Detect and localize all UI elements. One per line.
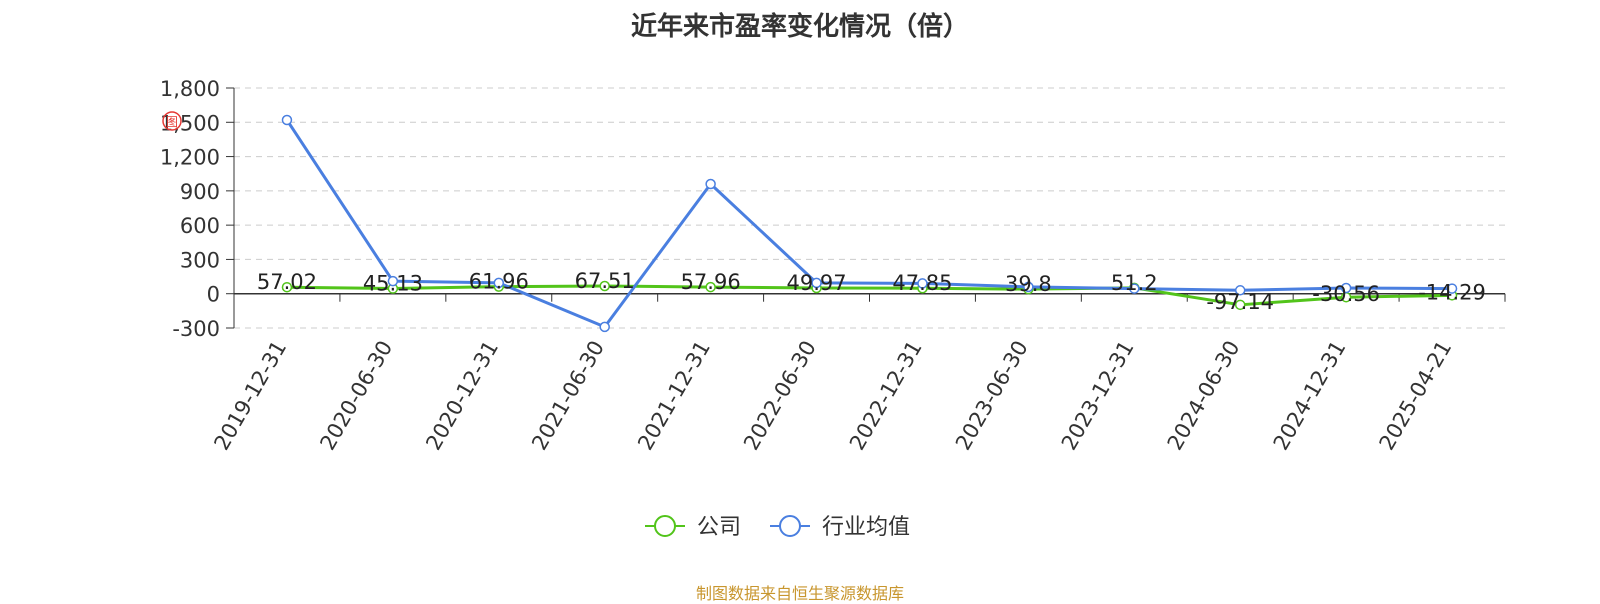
data-point: [281, 114, 293, 126]
y-tick-label: -300: [172, 317, 220, 341]
x-tick-label: 2024-12-31: [1269, 337, 1351, 455]
data-label: 67.51: [575, 269, 635, 293]
watermark-circle: [162, 111, 182, 131]
series: [281, 114, 1458, 333]
y-tick-label: 1,200: [160, 146, 220, 170]
data-point: [811, 277, 822, 289]
data-label: 57.96: [681, 270, 741, 294]
y-tick-label: 1,800: [160, 77, 220, 101]
legend-marker: [654, 515, 676, 537]
source-note: 制图数据来自恒生聚源数据库: [695, 584, 904, 603]
legend-item-industry: 行业均值: [770, 515, 910, 540]
y-tick-label: 900: [180, 180, 220, 204]
data-point: [599, 321, 610, 333]
data-label: 47.85: [892, 271, 952, 295]
data-point: [1446, 283, 1458, 294]
y-tick-label: 300: [180, 248, 220, 272]
data-point: [599, 280, 610, 292]
axes: -300 0 300 600 900 1,200 1,500 1,800 2019-12-31 2…: [160, 77, 1506, 455]
data-point: [1340, 282, 1352, 294]
data-label: -30.56: [1312, 282, 1380, 306]
legend-marker: [779, 515, 801, 537]
data-point: [1234, 285, 1246, 296]
watermark-seal: 图: [162, 111, 182, 131]
data-point: [281, 281, 293, 293]
data-label: 51.2: [1111, 271, 1158, 295]
data-point: [1234, 299, 1246, 311]
data-point: [1023, 281, 1034, 293]
x-tick-label: 2024-06-30: [1163, 337, 1245, 455]
x-tick-label: 2025-04-21: [1375, 337, 1457, 455]
y-tick-label: 0: [207, 283, 220, 307]
data-label: -97.14: [1206, 290, 1274, 314]
y-tick-label: 1,500: [160, 111, 220, 135]
x-tick-label: 2021-12-31: [633, 337, 715, 455]
x-tick-label: 2021-06-30: [527, 337, 609, 455]
legend-label: 公司: [697, 515, 741, 540]
data-point: [917, 278, 928, 289]
data-point: [705, 178, 716, 190]
data-label: 39.8: [1005, 272, 1052, 296]
series-line-company: [286, 284, 1453, 307]
data-label: 61.96: [469, 270, 529, 294]
x-tick-label: 2022-06-30: [739, 337, 821, 455]
data-point: [493, 277, 505, 289]
x-tick-label: 2022-12-31: [845, 336, 927, 454]
y-tick-label: 600: [180, 214, 220, 238]
legend-item-company: 公司: [645, 515, 741, 540]
chart-title: 近年来市盈率变化情况（倍）: [630, 12, 969, 42]
x-tick-label: 2023-06-30: [951, 337, 1033, 455]
legend-label: 行业均值: [822, 515, 910, 540]
data-point: [1129, 283, 1140, 294]
series-line-industry: [285, 119, 1453, 329]
data-point: [387, 275, 399, 287]
x-tick-label: 2023-12-31: [1057, 337, 1139, 455]
x-tick-label: 2020-06-30: [315, 337, 397, 455]
grid-lines: [234, 87, 1505, 329]
data-point: [705, 281, 716, 293]
data-label: 49.97: [786, 271, 846, 295]
data-label: 45.13: [363, 272, 423, 296]
x-tick-label: 2020-12-31: [421, 336, 503, 454]
data-labels: 57.02 45.13 61.96 67.51 57.96 49.97 47.85 39.8 5…: [257, 269, 1486, 314]
data-label: -14.29: [1418, 280, 1486, 304]
x-tick-label: 2019-12-31: [209, 337, 291, 455]
legend: 公司 行业均值: [645, 515, 910, 540]
data-label: 57.02: [257, 270, 317, 294]
watermark-text: 图: [166, 115, 178, 129]
